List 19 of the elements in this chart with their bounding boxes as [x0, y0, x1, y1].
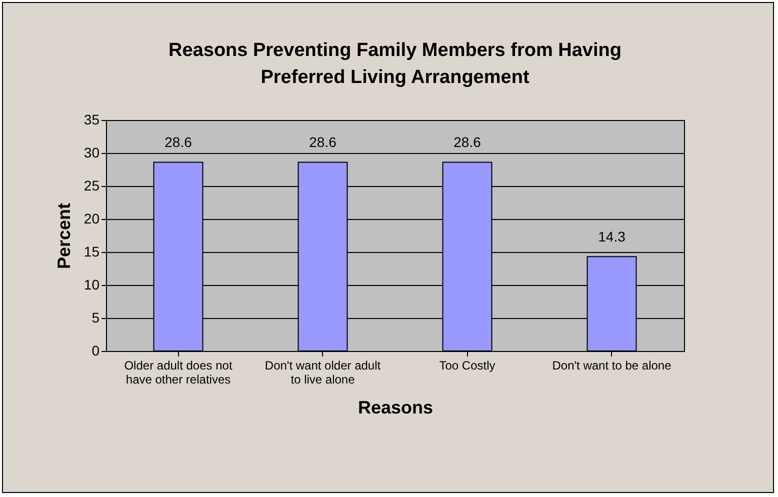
x-tick-label: Don't want older adult to live alone	[264, 358, 382, 386]
data-label: 28.6	[164, 134, 192, 150]
y-tick-label: 0	[92, 342, 100, 358]
y-tick-label: 15	[84, 244, 100, 260]
y-tick-label: 30	[84, 144, 100, 160]
y-tick-label: 20	[84, 210, 100, 226]
x-tick-label: Older adult does not have other relatives	[124, 358, 233, 386]
chart-title: Reasons Preventing Family Members from Having Preferred Living Arrangement	[168, 40, 622, 88]
y-tick-label: 5	[92, 310, 100, 326]
data-label: 28.6	[309, 134, 337, 150]
y-tick-label: 35	[84, 112, 100, 128]
y-tick-label: 25	[84, 178, 100, 194]
x-tick-label: Too Costly	[439, 358, 496, 372]
y-axis-title: Percent	[54, 202, 74, 270]
x-axis-title: Reasons	[358, 398, 434, 418]
data-label: 14.3	[598, 228, 626, 245]
y-tick-label: 10	[84, 276, 100, 292]
x-tick-label: Don't want to be alone	[552, 358, 672, 372]
data-label: 28.6	[454, 134, 482, 150]
